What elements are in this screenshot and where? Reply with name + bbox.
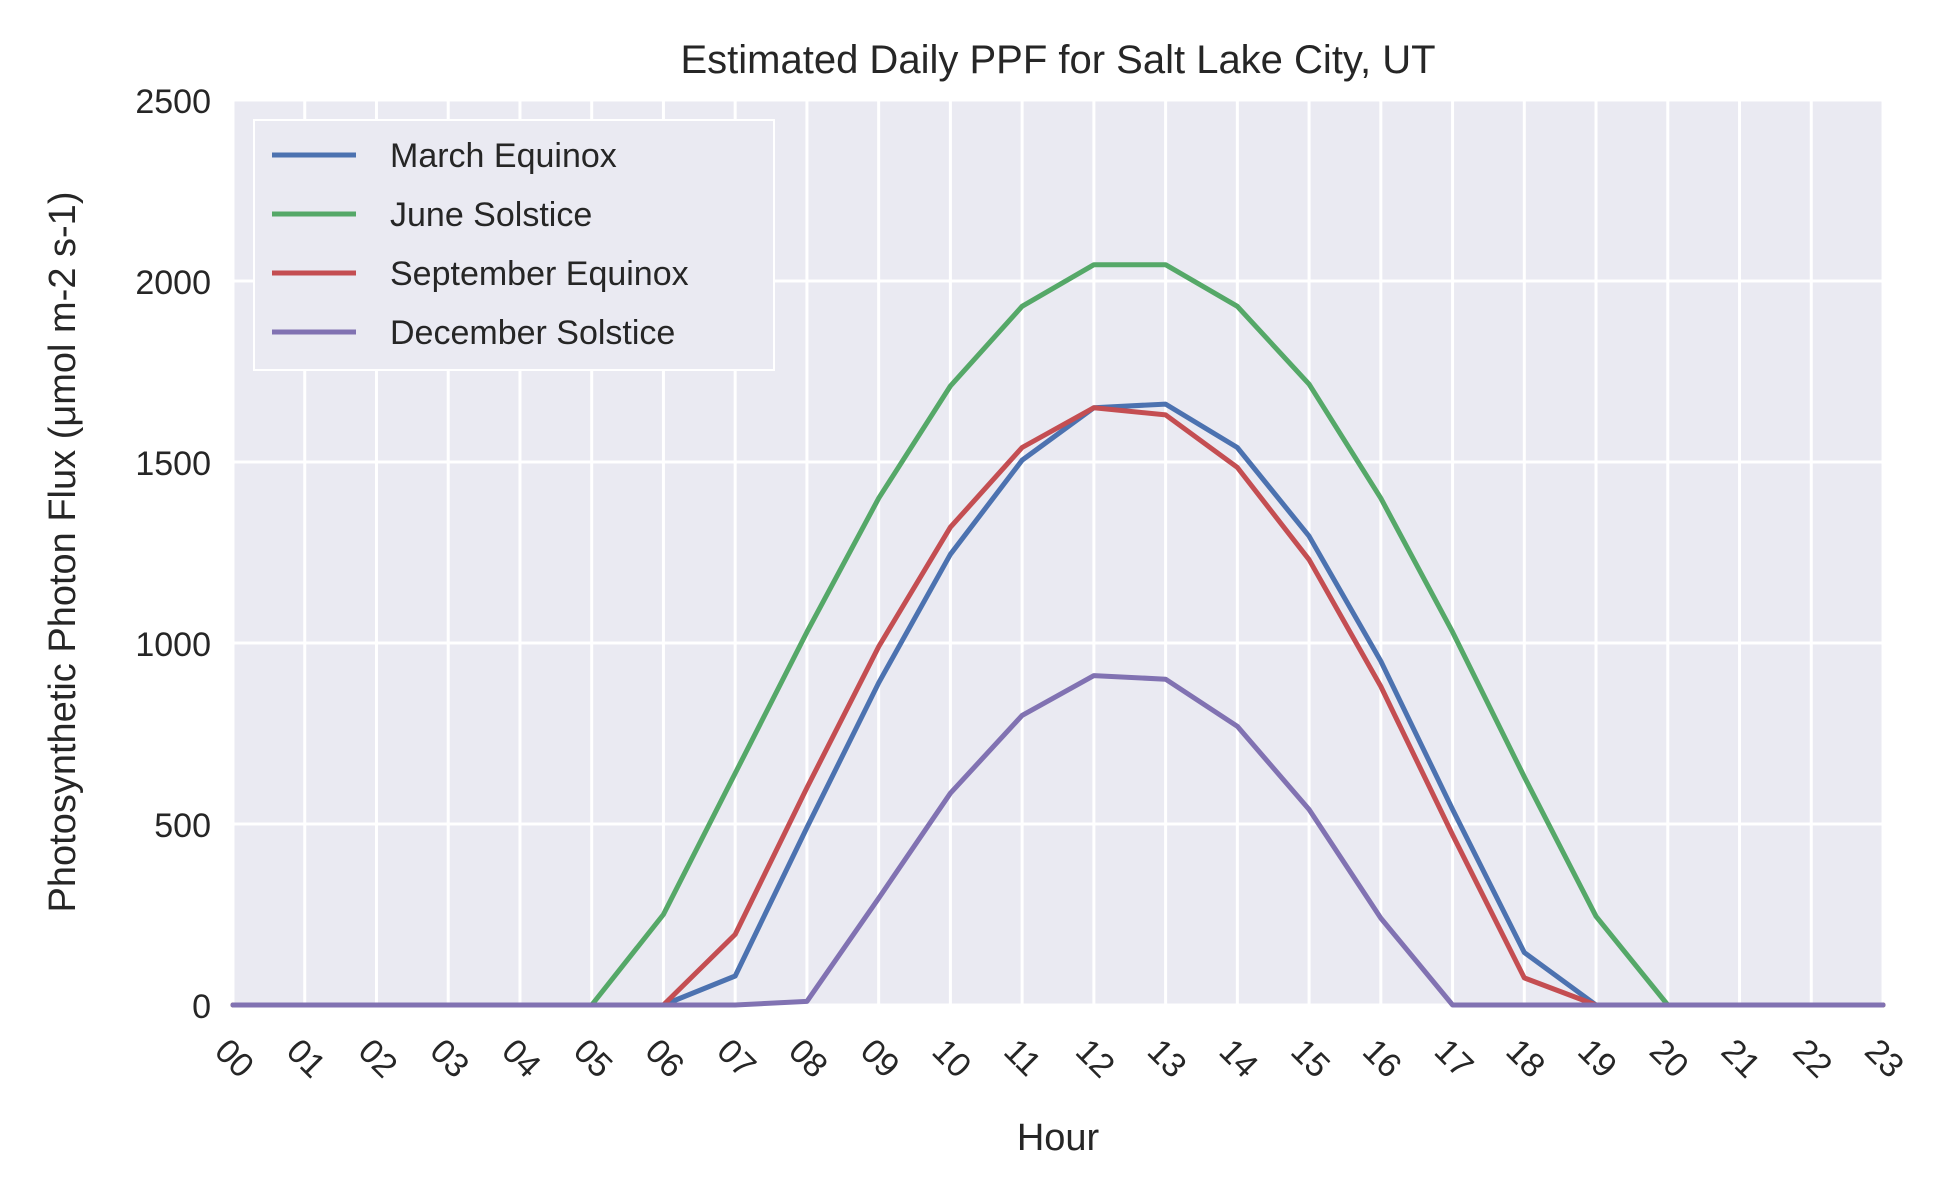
y-tick-label: 2500 <box>135 83 211 121</box>
x-tick-label: 18 <box>1499 1032 1553 1086</box>
x-tick-label: 03 <box>423 1032 477 1086</box>
legend-box <box>253 119 775 371</box>
x-tick-label: 16 <box>1355 1032 1409 1086</box>
y-tick-label: 500 <box>154 807 211 845</box>
x-tick-label: 14 <box>1212 1032 1266 1086</box>
x-tick-label: 08 <box>781 1032 835 1086</box>
x-tick-label: 07 <box>710 1032 764 1086</box>
x-tick-label: 21 <box>1714 1032 1768 1086</box>
x-tick-label: 02 <box>351 1032 405 1086</box>
series-lines <box>230 262 1886 1008</box>
y-tick-label: 1500 <box>135 445 211 483</box>
x-tick-label: 09 <box>853 1032 907 1086</box>
x-tick-label: 00 <box>207 1032 261 1086</box>
legend-label: September Equinox <box>390 255 689 293</box>
x-tick-label: 05 <box>566 1032 620 1086</box>
x-tick-labels: 00 01 02 03 04 05 06 07 08 09 10 11 12 13 14 15 16 17 18 19… <box>207 1032 1911 1086</box>
legend-label: March Equinox <box>390 137 617 175</box>
x-tick-label: 22 <box>1786 1032 1840 1086</box>
x-tick-label: 15 <box>1283 1032 1337 1086</box>
y-tick-label: 2000 <box>135 264 211 302</box>
x-tick-label: 19 <box>1570 1032 1624 1086</box>
legend: March Equinox June Solstice September Equi… <box>253 119 775 371</box>
series-line-december-solstice <box>230 673 1886 1008</box>
legend-label: December Solstice <box>390 314 675 352</box>
chart-title: Estimated Daily PPF for Salt Lake City, … <box>680 38 1435 82</box>
x-tick-label: 23 <box>1857 1032 1911 1086</box>
x-tick-label: 10 <box>925 1032 979 1086</box>
x-tick-label: 12 <box>1068 1032 1122 1086</box>
x-tick-label: 17 <box>1427 1032 1481 1086</box>
legend-label: June Solstice <box>390 196 592 234</box>
x-tick-label: 13 <box>1140 1032 1194 1086</box>
y-tick-label: 1000 <box>135 626 211 664</box>
x-tick-label: 11 <box>996 1032 1048 1084</box>
x-axis-label: Hour <box>1017 1117 1100 1159</box>
y-tick-labels: 0 500 1000 1500 2000 2500 <box>135 83 211 1026</box>
y-tick-label: 0 <box>192 988 211 1026</box>
x-tick-label: 04 <box>494 1032 548 1086</box>
x-tick-label: 01 <box>279 1032 333 1086</box>
y-axis-label: Photosynthetic Photon Flux (μmol m-2 s-1… <box>42 192 84 913</box>
x-tick-label: 06 <box>638 1032 692 1086</box>
x-tick-label: 20 <box>1642 1032 1696 1086</box>
